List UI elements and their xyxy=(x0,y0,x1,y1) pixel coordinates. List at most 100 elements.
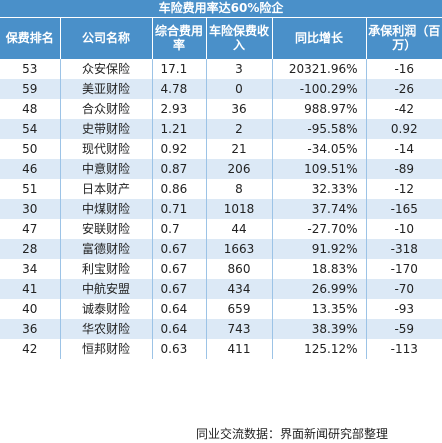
header-company: 公司名称 xyxy=(60,17,153,59)
profit-cell: -165 xyxy=(366,198,442,219)
table-row: 47 安联财险 0.7 44 -27.70% -10 xyxy=(0,218,442,239)
rate-cell: 0.63 xyxy=(152,338,207,359)
table-row: 41 中航安盟 0.67 434 26.99% -70 xyxy=(0,278,442,299)
rate-cell: 4.78 xyxy=(152,78,207,99)
table-row: 40 诚泰财险 0.64 659 13.35% -93 xyxy=(0,298,442,319)
header-rate: 综合费用率 xyxy=(152,17,207,59)
premium-cell: 434 xyxy=(206,278,273,299)
rate-cell: 0.64 xyxy=(152,318,207,339)
rank-cell: 34 xyxy=(0,258,61,279)
premium-cell: 860 xyxy=(206,258,273,279)
premium-cell: 206 xyxy=(206,158,273,179)
rate-cell: 0.67 xyxy=(152,278,207,299)
rate-cell: 0.7 xyxy=(152,218,207,239)
profit-cell: -59 xyxy=(366,318,442,339)
rate-cell: 17.1 xyxy=(152,58,207,79)
company-cell: 合众财险 xyxy=(60,98,153,119)
growth-cell: 18.83% xyxy=(272,258,367,279)
growth-cell: 26.99% xyxy=(272,278,367,299)
premium-cell: 0 xyxy=(206,78,273,99)
premium-cell: 21 xyxy=(206,138,273,159)
premium-cell: 1663 xyxy=(206,238,273,259)
company-cell: 诚泰财险 xyxy=(60,298,153,319)
rank-cell: 30 xyxy=(0,198,61,219)
growth-cell: 32.33% xyxy=(272,178,367,199)
company-cell: 恒邦财险 xyxy=(60,338,153,359)
rate-cell: 0.92 xyxy=(152,138,207,159)
company-cell: 富德财险 xyxy=(60,238,153,259)
company-cell: 安联财险 xyxy=(60,218,153,239)
table-row: 54 史带财险 1.21 2 -95.58% 0.92 xyxy=(0,118,442,139)
table-row: 30 中煤财险 0.71 1018 37.74% -165 xyxy=(0,198,442,219)
table-body: 53 众安保险 17.1 3 20321.96% -16 59 美亚财险 4.78 0 -100.2… xyxy=(0,58,442,359)
rate-cell: 0.64 xyxy=(152,298,207,319)
company-cell: 现代财险 xyxy=(60,138,153,159)
rate-cell: 0.87 xyxy=(152,158,207,179)
growth-cell: 988.97% xyxy=(272,98,367,119)
table-row: 42 恒邦财险 0.63 411 125.12% -113 xyxy=(0,338,442,359)
profit-cell: -12 xyxy=(366,178,442,199)
profit-cell: -70 xyxy=(366,278,442,299)
company-cell: 中航安盟 xyxy=(60,278,153,299)
header-rank: 保费排名 xyxy=(0,17,61,59)
header-growth: 同比增长 xyxy=(272,17,367,59)
rate-cell: 0.86 xyxy=(152,178,207,199)
profit-cell: -113 xyxy=(366,338,442,359)
company-cell: 中意财险 xyxy=(60,158,153,179)
company-cell: 美亚财险 xyxy=(60,78,153,99)
company-cell: 日本财产 xyxy=(60,178,153,199)
rank-cell: 48 xyxy=(0,98,61,119)
rate-cell: 0.67 xyxy=(152,258,207,279)
table-row: 34 利宝财险 0.67 860 18.83% -170 xyxy=(0,258,442,279)
rate-cell: 0.71 xyxy=(152,198,207,219)
premium-cell: 8 xyxy=(206,178,273,199)
table-row: 59 美亚财险 4.78 0 -100.29% -26 xyxy=(0,78,442,99)
premium-cell: 2 xyxy=(206,118,273,139)
company-cell: 利宝财险 xyxy=(60,258,153,279)
growth-cell: 109.51% xyxy=(272,158,367,179)
growth-cell: 13.35% xyxy=(272,298,367,319)
rate-cell: 1.21 xyxy=(152,118,207,139)
growth-cell: -27.70% xyxy=(272,218,367,239)
premium-cell: 411 xyxy=(206,338,273,359)
company-cell: 中煤财险 xyxy=(60,198,153,219)
profit-cell: -93 xyxy=(366,298,442,319)
profit-cell: -42 xyxy=(366,98,442,119)
rank-cell: 51 xyxy=(0,178,61,199)
premium-cell: 44 xyxy=(206,218,273,239)
rank-cell: 59 xyxy=(0,78,61,99)
company-cell: 众安保险 xyxy=(60,58,153,79)
rank-cell: 46 xyxy=(0,158,61,179)
growth-cell: 125.12% xyxy=(272,338,367,359)
growth-cell: 20321.96% xyxy=(272,58,367,79)
insurance-table: 车险费用率达60%险企 保费排名 公司名称 综合费用率 车险保费收入 同比增长 … xyxy=(0,0,442,359)
profit-cell: -318 xyxy=(366,238,442,259)
source-note: 同业交流数据：界面新闻研究部整理 xyxy=(196,427,389,441)
table-row: 36 华农财险 0.64 743 38.39% -59 xyxy=(0,318,442,339)
table-row: 46 中意财险 0.87 206 109.51% -89 xyxy=(0,158,442,179)
rate-cell: 2.93 xyxy=(152,98,207,119)
table-row: 50 现代财险 0.92 21 -34.05% -14 xyxy=(0,138,442,159)
rate-cell: 0.67 xyxy=(152,238,207,259)
growth-cell: 37.74% xyxy=(272,198,367,219)
rank-cell: 47 xyxy=(0,218,61,239)
table-row: 51 日本财产 0.86 8 32.33% -12 xyxy=(0,178,442,199)
growth-cell: 38.39% xyxy=(272,318,367,339)
profit-cell: -89 xyxy=(366,158,442,179)
growth-cell: -95.58% xyxy=(272,118,367,139)
table-row: 53 众安保险 17.1 3 20321.96% -16 xyxy=(0,58,442,79)
rank-cell: 41 xyxy=(0,278,61,299)
growth-cell: 91.92% xyxy=(272,238,367,259)
rank-cell: 42 xyxy=(0,338,61,359)
rank-cell: 53 xyxy=(0,58,61,79)
premium-cell: 659 xyxy=(206,298,273,319)
profit-cell: 0.92 xyxy=(366,118,442,139)
profit-cell: -10 xyxy=(366,218,442,239)
rank-cell: 36 xyxy=(0,318,61,339)
table-row: 48 合众财险 2.93 36 988.97% -42 xyxy=(0,98,442,119)
rank-cell: 54 xyxy=(0,118,61,139)
header-profit: 承保利润（百万） xyxy=(366,17,442,59)
profit-cell: -170 xyxy=(366,258,442,279)
profit-cell: -14 xyxy=(366,138,442,159)
